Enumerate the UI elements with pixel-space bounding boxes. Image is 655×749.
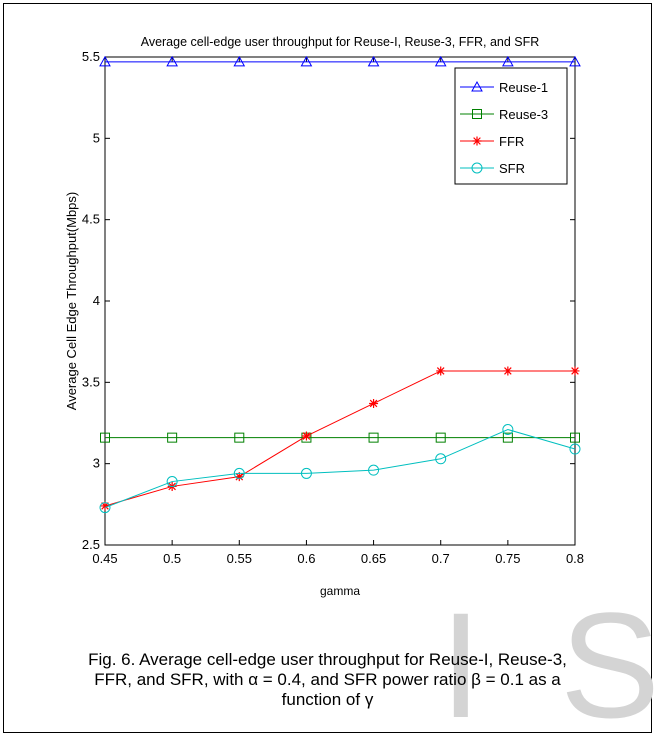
x-tick-label: 0.6 [297,551,315,566]
legend-marker-reuse-1 [471,80,483,92]
x-tick-label: 0.55 [227,551,252,566]
figure-frame [3,3,652,733]
data-point-ffr [234,472,244,482]
legend-marker-sfr [471,162,483,174]
caption-line: FFR, and SFR, with α = 0.4, and SFR powe… [94,670,561,689]
data-point-reuse-3 [435,432,446,443]
x-tick-label: 0.8 [566,551,584,566]
data-point-reuse-1 [569,55,581,67]
data-point-reuse-3 [502,432,513,443]
y-tick-label: 5.5 [82,49,100,64]
watermark-letter: I [440,581,482,749]
x-tick-label: 0.5 [163,551,181,566]
data-point-sfr [166,476,178,488]
data-point-reuse-3 [100,432,110,443]
data-point-reuse-1 [367,55,380,67]
y-tick-label: 2.5 [82,537,100,552]
data-point-reuse-3 [570,432,580,443]
y-tick-label: 4 [93,293,100,308]
legend-label: Reuse-1 [499,80,548,95]
data-point-reuse-1 [99,55,111,67]
legend-label: Reuse-3 [499,107,548,122]
x-tick-label: 0.45 [92,551,117,566]
chart-title: Average cell-edge user throughput for Re… [141,35,540,49]
data-point-sfr [569,443,581,455]
data-point-reuse-1 [233,55,246,67]
y-tick-label: 3.5 [82,374,100,389]
legend-marker-reuse-3 [472,109,482,119]
caption-line: function of γ [281,690,374,709]
data-point-sfr [435,453,447,465]
data-point-ffr [100,501,110,511]
y-tick-label: 4.5 [82,212,100,227]
watermark-letter: S [560,581,655,749]
legend-label: FFR [499,134,524,149]
legend-label: SFR [499,161,525,176]
x-tick-label: 0.75 [495,551,520,566]
data-point-sfr [300,467,312,479]
data-point-ffr [570,366,580,376]
data-point-reuse-1 [166,55,178,67]
data-point-reuse-1 [300,55,313,67]
data-point-sfr [233,467,245,479]
figure-caption: Fig. 6. Average cell-edge user throughpu… [40,650,615,710]
y-tick-label: 5 [93,130,100,145]
x-tick-label: 0.65 [361,551,386,566]
data-point-reuse-1 [502,55,514,67]
x-axis-label: gamma [320,584,360,598]
x-tick-label: 0.7 [432,551,450,566]
legend-marker-ffr [472,136,482,146]
data-point-ffr [301,431,311,441]
data-point-sfr [368,464,380,476]
data-point-ffr [503,366,513,376]
data-point-sfr [502,424,514,436]
data-point-ffr [436,366,446,376]
series-line-sfr [104,428,576,509]
data-point-reuse-3 [234,432,245,443]
caption-line: Fig. 6. Average cell-edge user throughpu… [88,650,567,669]
data-point-sfr [99,502,111,514]
data-point-reuse-1 [434,55,447,67]
data-point-ffr [369,398,379,408]
data-point-reuse-3 [368,432,379,443]
line-chart: 0.45 0.5 0.55 0.6 0.65 0.7 0.75 0.8 2.5 3 3.5 4 4.5 5… [64,35,584,598]
y-tick-label: 3 [93,456,100,471]
series-line-ffr [104,370,575,507]
y-axis-label: Average Cell Edge Throughput(Mbps) [64,192,79,410]
data-point-reuse-3 [167,432,178,443]
